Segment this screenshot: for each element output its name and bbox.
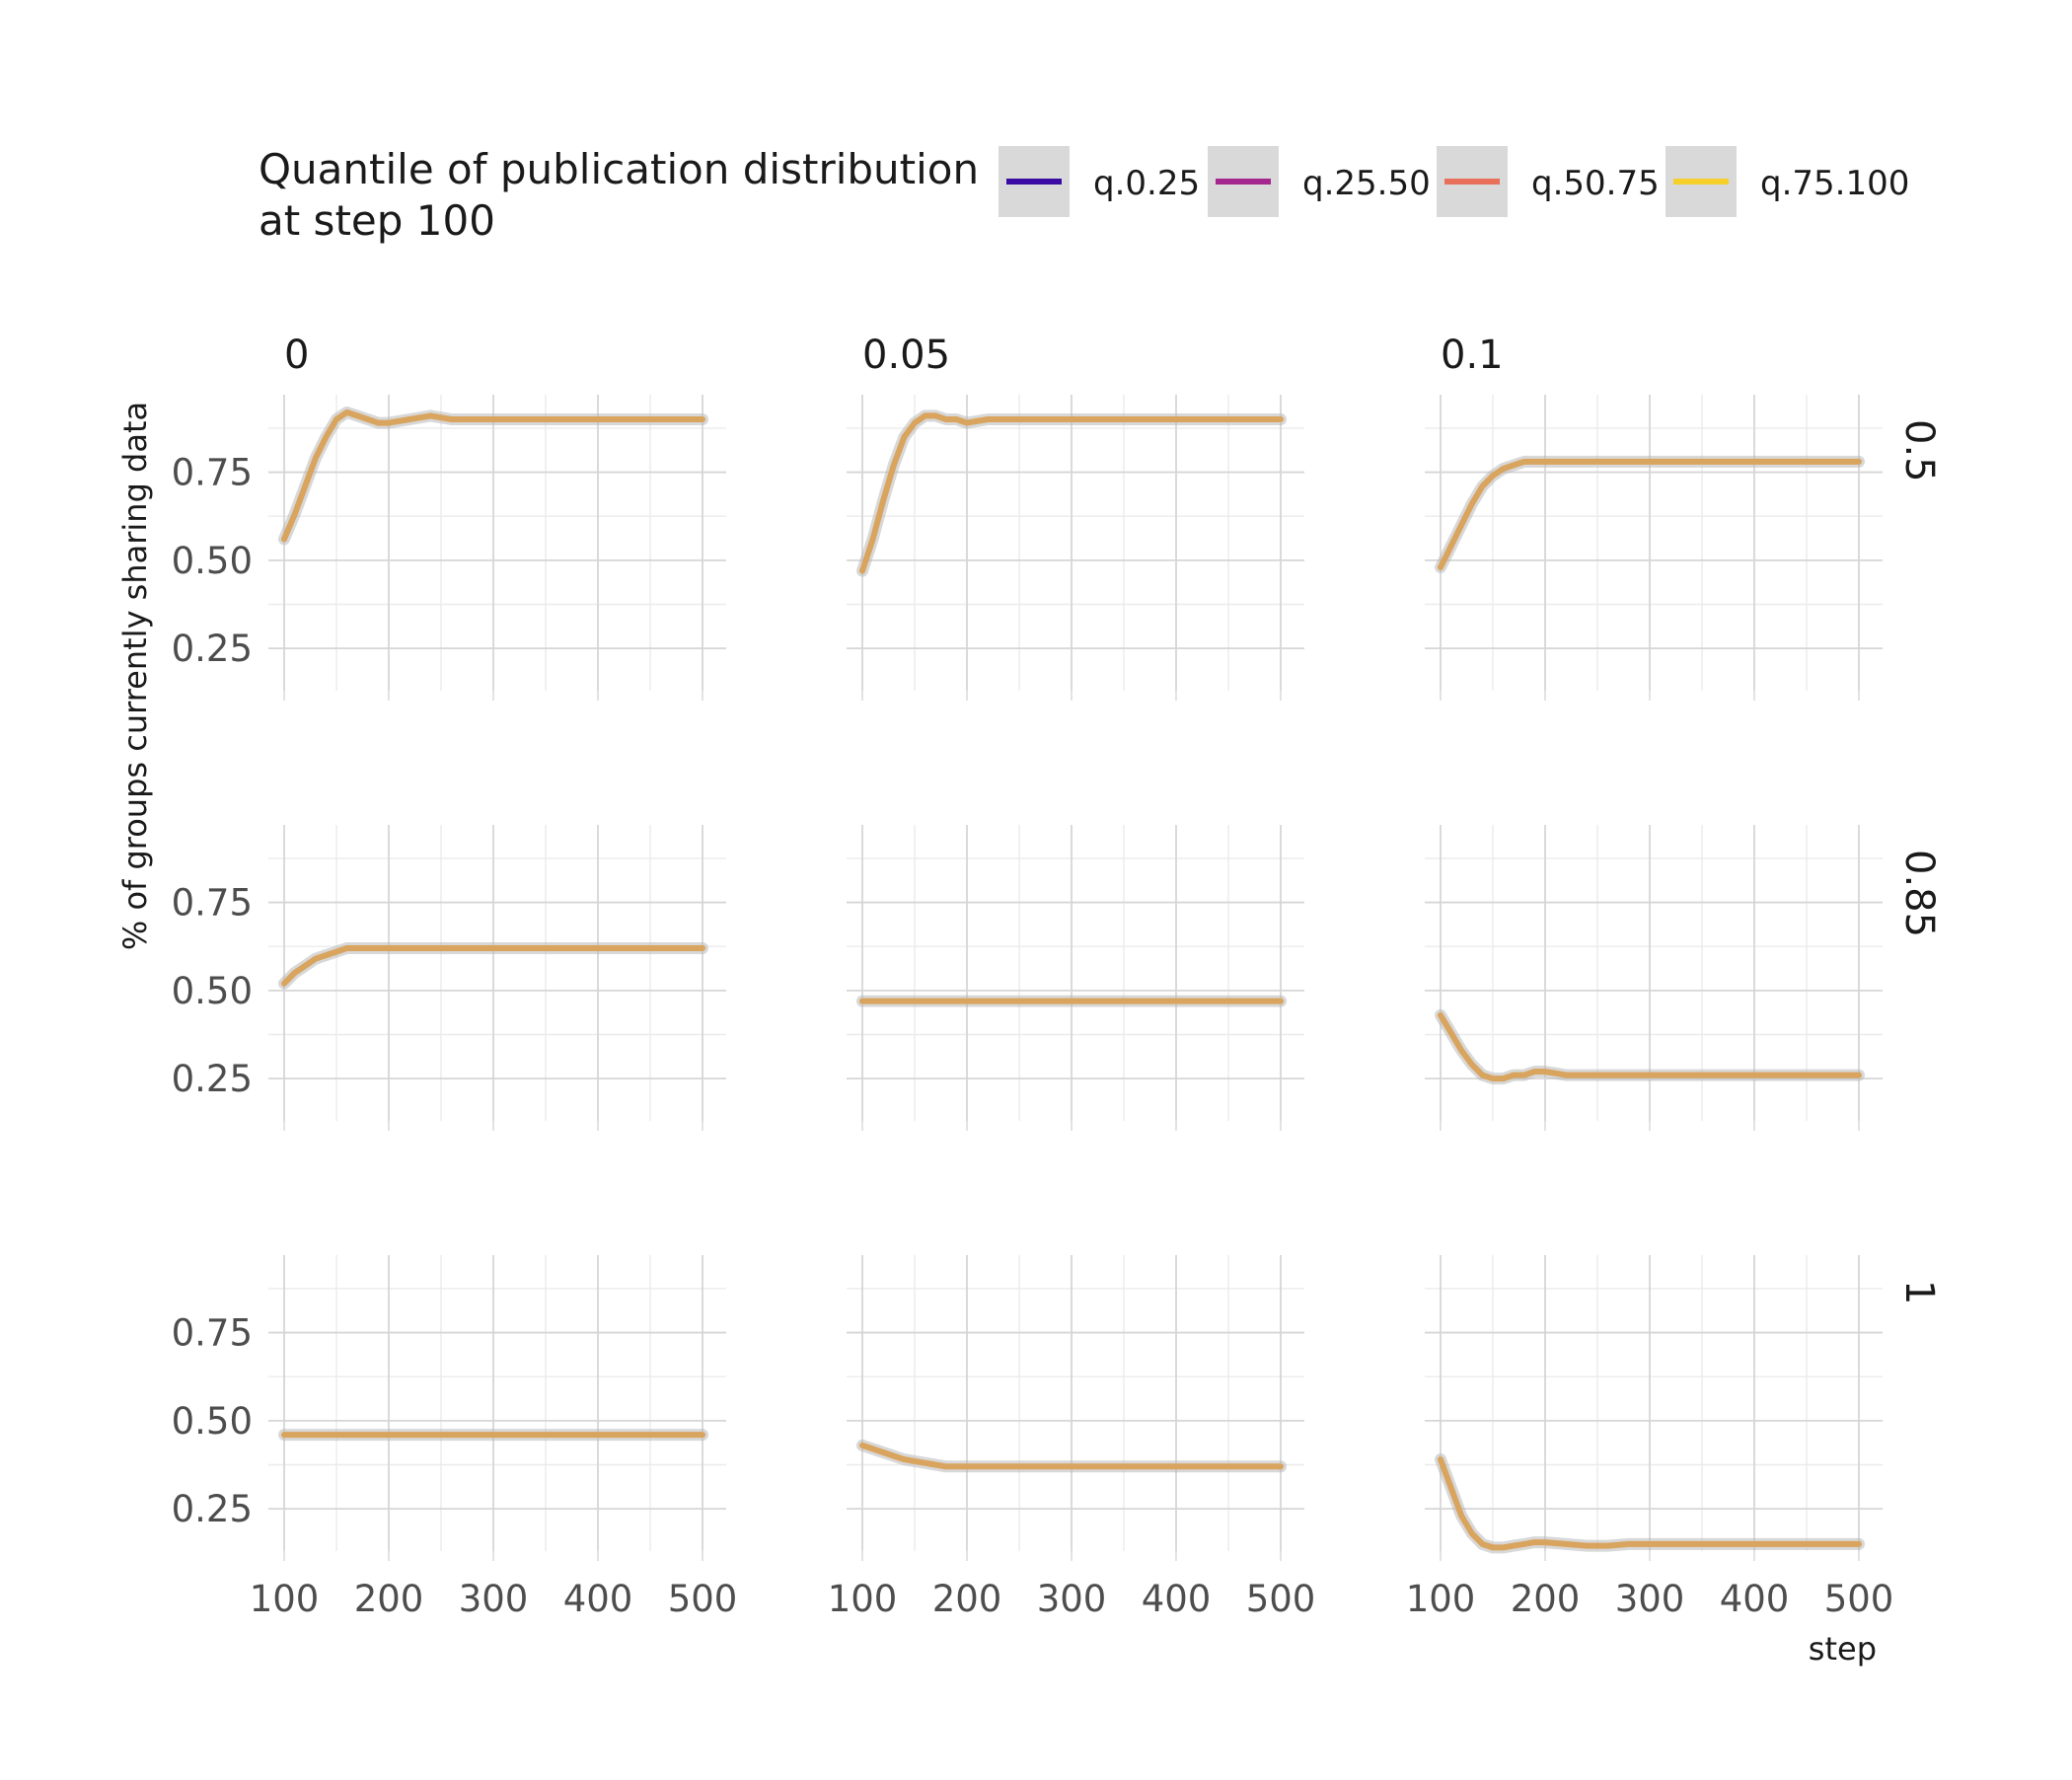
x-tick-label: 500 [1824,1578,1894,1620]
legend-label: q.50.75 [1531,164,1660,203]
legend-label: q.25.50 [1302,164,1431,203]
y-tick-label: 0.75 [172,1312,253,1355]
y-tick-label: 0.75 [172,452,253,494]
x-tick-label: 300 [459,1578,529,1620]
series-line-merged [1438,1011,1862,1082]
y-axis-title: % of groups currently sharing data [116,402,154,950]
x-tick-label: 300 [1037,1578,1107,1620]
x-tick-label: 500 [1246,1578,1316,1620]
x-tick-label: 200 [932,1578,1002,1620]
series-line-merged [281,945,705,987]
y-tick-label: 0.25 [172,1058,253,1100]
series-line-merged [859,412,1284,574]
y-tick-label: 0.50 [172,1400,253,1443]
series-line-merged [1438,458,1862,570]
series-line-merged [859,1442,1284,1470]
facet-row-label: 0.5 [1896,419,1942,482]
x-tick-label: 400 [1142,1578,1212,1620]
x-tick-label: 100 [828,1578,898,1620]
y-tick-label: 0.75 [172,882,253,925]
y-tick-label: 0.25 [172,628,253,670]
x-tick-label: 100 [250,1578,320,1620]
x-tick-label: 200 [354,1578,424,1620]
x-tick-label: 400 [1720,1578,1790,1620]
legend-label: q.0.25 [1093,164,1200,203]
legend-title-line-2: at step 100 [259,196,495,245]
facet-col-label: 0.05 [862,333,950,378]
y-tick-label: 0.50 [172,970,253,1012]
legend-title-line-1: Quantile of publication distribution [259,145,979,193]
x-axis-title: step [1809,1630,1877,1668]
x-tick-label: 100 [1406,1578,1476,1620]
facet-row-label: 1 [1896,1280,1942,1304]
x-tick-label: 400 [563,1578,633,1620]
facet-col-label: 0.1 [1441,333,1504,378]
legend-label: q.75.100 [1760,164,1909,203]
x-tick-label: 300 [1615,1578,1685,1620]
x-tick-label: 500 [668,1578,738,1620]
x-tick-label: 200 [1511,1578,1581,1620]
series-line-merged [1438,1456,1862,1551]
facet-row-label: 0.85 [1896,850,1942,937]
y-tick-label: 0.25 [172,1488,253,1530]
y-tick-label: 0.50 [172,540,253,582]
facet-col-label: 0 [284,333,309,378]
series-line-merged [281,408,705,543]
